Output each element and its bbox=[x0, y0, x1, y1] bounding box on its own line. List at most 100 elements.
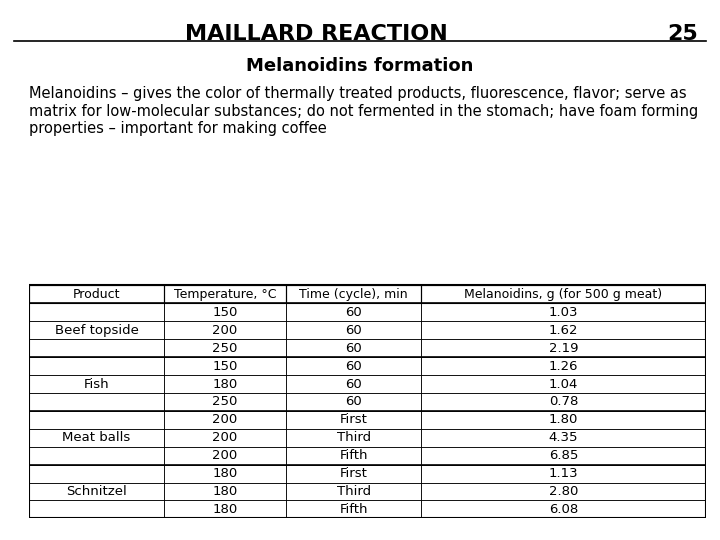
Text: 0.78: 0.78 bbox=[549, 395, 578, 408]
Bar bbox=[29, 321, 164, 339]
Bar bbox=[29, 286, 164, 303]
Text: Beef topside: Beef topside bbox=[55, 324, 138, 337]
Bar bbox=[421, 464, 706, 483]
Bar bbox=[421, 447, 706, 464]
Text: Melanoidins formation: Melanoidins formation bbox=[246, 57, 474, 75]
Bar bbox=[286, 321, 421, 339]
Bar bbox=[286, 339, 421, 357]
Bar bbox=[164, 303, 286, 321]
Bar bbox=[29, 464, 164, 483]
Text: First: First bbox=[340, 413, 368, 427]
Text: 6.08: 6.08 bbox=[549, 503, 578, 516]
Text: Product: Product bbox=[73, 288, 120, 301]
Text: Schnitzel: Schnitzel bbox=[66, 485, 127, 498]
Text: 180: 180 bbox=[212, 467, 238, 480]
Text: Fish: Fish bbox=[84, 377, 109, 390]
Bar bbox=[164, 393, 286, 411]
Text: 1.62: 1.62 bbox=[549, 324, 578, 337]
Bar bbox=[421, 375, 706, 393]
Text: 1.80: 1.80 bbox=[549, 413, 578, 427]
Bar bbox=[164, 375, 286, 393]
Bar bbox=[164, 483, 286, 501]
Bar bbox=[421, 286, 706, 303]
Bar bbox=[29, 303, 164, 321]
Text: Meat balls: Meat balls bbox=[63, 431, 130, 444]
Text: 250: 250 bbox=[212, 342, 238, 355]
Bar bbox=[286, 303, 421, 321]
Bar bbox=[286, 447, 421, 464]
Bar bbox=[29, 357, 164, 375]
Bar bbox=[29, 429, 164, 447]
Bar bbox=[286, 286, 421, 303]
Text: 200: 200 bbox=[212, 324, 238, 337]
Bar bbox=[29, 447, 164, 464]
Bar bbox=[286, 357, 421, 375]
Bar bbox=[29, 501, 164, 518]
Text: 1.04: 1.04 bbox=[549, 377, 578, 390]
Text: MAILLARD REACTION: MAILLARD REACTION bbox=[186, 24, 448, 44]
Text: 4.35: 4.35 bbox=[549, 431, 578, 444]
Text: Third: Third bbox=[337, 485, 371, 498]
Text: Fifth: Fifth bbox=[339, 449, 368, 462]
Bar bbox=[286, 429, 421, 447]
Bar bbox=[164, 357, 286, 375]
Text: 60: 60 bbox=[346, 306, 362, 319]
Bar bbox=[164, 501, 286, 518]
Text: 60: 60 bbox=[346, 324, 362, 337]
Text: Fifth: Fifth bbox=[339, 503, 368, 516]
Text: Melanoidins – gives the color of thermally treated products, fluorescence, flavo: Melanoidins – gives the color of thermal… bbox=[29, 86, 698, 136]
Text: 150: 150 bbox=[212, 306, 238, 319]
Bar bbox=[164, 286, 286, 303]
Text: Melanoidins, g (for 500 g meat): Melanoidins, g (for 500 g meat) bbox=[464, 288, 662, 301]
Bar bbox=[164, 321, 286, 339]
Text: 200: 200 bbox=[212, 413, 238, 427]
Text: 1.26: 1.26 bbox=[549, 360, 578, 373]
Bar bbox=[421, 303, 706, 321]
Bar bbox=[29, 375, 164, 393]
Text: 60: 60 bbox=[346, 342, 362, 355]
Text: 2.80: 2.80 bbox=[549, 485, 578, 498]
Bar bbox=[421, 321, 706, 339]
Text: 60: 60 bbox=[346, 377, 362, 390]
Text: 60: 60 bbox=[346, 360, 362, 373]
Bar bbox=[421, 483, 706, 501]
Text: 2.19: 2.19 bbox=[549, 342, 578, 355]
Text: 60: 60 bbox=[346, 395, 362, 408]
Bar bbox=[286, 393, 421, 411]
Bar bbox=[421, 501, 706, 518]
Bar bbox=[286, 375, 421, 393]
Text: 150: 150 bbox=[212, 360, 238, 373]
Text: First: First bbox=[340, 467, 368, 480]
Text: Time (cycle), min: Time (cycle), min bbox=[300, 288, 408, 301]
Text: Temperature, °C: Temperature, °C bbox=[174, 288, 276, 301]
Text: 180: 180 bbox=[212, 377, 238, 390]
Text: 1.03: 1.03 bbox=[549, 306, 578, 319]
Text: 6.85: 6.85 bbox=[549, 449, 578, 462]
Bar bbox=[29, 393, 164, 411]
Bar bbox=[421, 411, 706, 429]
Bar bbox=[164, 411, 286, 429]
Bar bbox=[29, 483, 164, 501]
Bar bbox=[286, 411, 421, 429]
Bar bbox=[164, 339, 286, 357]
Text: 200: 200 bbox=[212, 431, 238, 444]
Bar bbox=[421, 429, 706, 447]
Text: Third: Third bbox=[337, 431, 371, 444]
Bar bbox=[29, 411, 164, 429]
Bar bbox=[164, 447, 286, 464]
Bar bbox=[164, 429, 286, 447]
Bar bbox=[286, 501, 421, 518]
Bar bbox=[421, 339, 706, 357]
Text: 1.13: 1.13 bbox=[549, 467, 578, 480]
Bar bbox=[164, 464, 286, 483]
Bar bbox=[421, 357, 706, 375]
Text: 180: 180 bbox=[212, 485, 238, 498]
Text: 200: 200 bbox=[212, 449, 238, 462]
Text: 25: 25 bbox=[667, 24, 698, 44]
Bar bbox=[421, 393, 706, 411]
Bar bbox=[286, 483, 421, 501]
Bar bbox=[29, 339, 164, 357]
Text: 250: 250 bbox=[212, 395, 238, 408]
Bar bbox=[286, 464, 421, 483]
Text: 180: 180 bbox=[212, 503, 238, 516]
